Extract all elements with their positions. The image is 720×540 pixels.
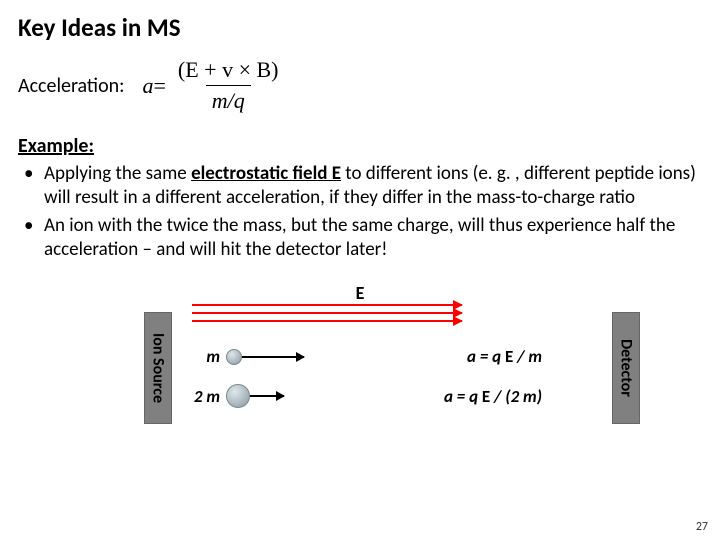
formula-lhs: a (142, 73, 153, 99)
page-number: 27 (696, 520, 708, 534)
acceleration-label: Acceleration: (18, 74, 124, 98)
equation-1: a = q E / m (467, 346, 542, 367)
equation-2: a = q E / (2 m) (444, 386, 542, 407)
ion-source-box: Ion Source (144, 312, 172, 424)
bullet-1-pre: Applying the same (44, 162, 191, 185)
eqn2-rhs: / (2 m) (490, 386, 542, 407)
mass-label-1: m (182, 346, 220, 367)
detector-box: Detector (612, 312, 640, 424)
field-line (192, 312, 462, 314)
bullet-2: An ion with the twice the mass, but the … (18, 214, 702, 263)
formula-numerator: (E + v × B) (172, 57, 285, 85)
acceleration-formula: a = (E + v × B) m/q (142, 57, 284, 114)
example-heading: Example: (18, 134, 702, 158)
ion-big-icon (226, 384, 250, 408)
acceleration-row: Acceleration: a = (E + v × B) m/q (18, 57, 702, 114)
formula-fraction: (E + v × B) m/q (172, 57, 285, 114)
ion-arrow-2 (250, 395, 284, 397)
formula-denominator: m/q (206, 85, 251, 114)
field-label-e: E (356, 282, 365, 304)
bullet-1: Applying the same electrostatic field E … (18, 162, 702, 211)
ion-row-2: 2 m a = q E / (2 m) (182, 384, 602, 408)
field-lines (192, 304, 462, 328)
slide-title: Key Ideas in MS (18, 12, 702, 43)
eqn2-E: E (482, 386, 490, 407)
field-line (192, 304, 462, 306)
mass-label-2: 2 m (182, 386, 220, 407)
bullet-1-mid: electrostatic field E (191, 162, 341, 185)
eqn1-rhs: / m (513, 346, 542, 367)
field-line (192, 320, 462, 322)
diagram: E Ion Source Detector m a = q E / m 2 m … (80, 284, 640, 429)
ion-small-icon (226, 349, 242, 365)
bullet-list: Applying the same electrostatic field E … (18, 162, 702, 262)
eqn2-lhs: a = q (444, 386, 482, 407)
ion-source-label: Ion Source (149, 333, 168, 403)
ion-row-1: m a = q E / m (182, 346, 602, 367)
detector-label: Detector (617, 339, 636, 397)
ion-arrow-1 (242, 356, 304, 358)
eqn1-lhs: a = q (467, 346, 505, 367)
formula-eq: = (153, 73, 165, 99)
